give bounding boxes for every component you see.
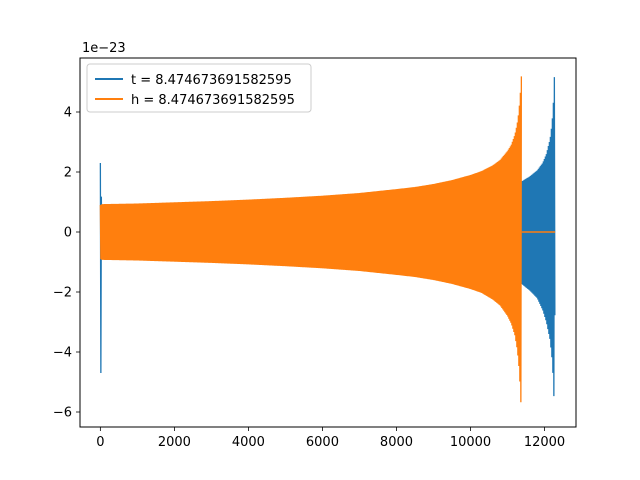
x-tick-label: 2000 [158, 435, 191, 450]
y-tick-label: −6 [53, 406, 72, 421]
y-tick-label: 0 [64, 226, 72, 241]
legend: t = 8.474673691582595 h = 8.4746736915825… [86, 63, 312, 113]
x-tick-label: 8000 [380, 435, 413, 450]
x-tick-label: 0 [96, 435, 104, 450]
legend-label: t = 8.474673691582595 [131, 73, 292, 88]
plot-area [99, 76, 556, 403]
x-tick-label: 12000 [524, 435, 565, 450]
y-axis: −6 −4 −2 0 2 4 [53, 106, 80, 421]
x-tick-label: 10000 [450, 435, 491, 450]
y-tick-label: −2 [53, 286, 72, 301]
legend-box [86, 63, 312, 113]
y-tick-label: −4 [53, 346, 72, 361]
legend-label: h = 8.474673691582595 [131, 93, 295, 108]
y-tick-label: 4 [64, 106, 72, 121]
series-line [99, 76, 523, 403]
x-tick-label: 6000 [306, 435, 339, 450]
x-axis: 0 2000 4000 6000 8000 10000 12000 [96, 427, 565, 450]
x-tick-label: 4000 [232, 435, 265, 450]
y-offset-text: 1e−23 [82, 41, 126, 56]
axes-frame [79, 57, 577, 428]
series-h [99, 76, 556, 403]
y-tick-label: 2 [64, 166, 72, 181]
